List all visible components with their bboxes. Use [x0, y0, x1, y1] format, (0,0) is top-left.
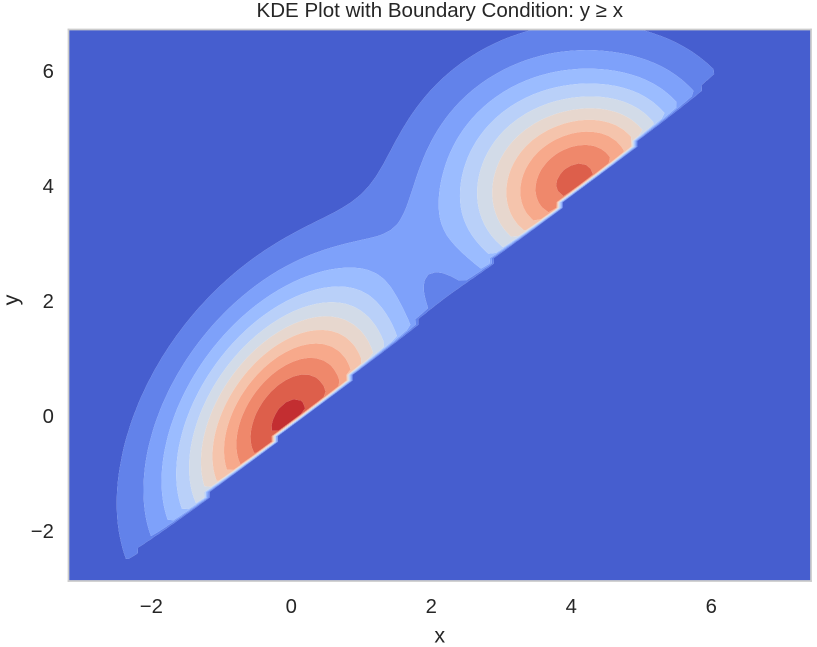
svg-text:6: 6 [43, 61, 54, 83]
svg-text:0: 0 [43, 406, 54, 428]
svg-text:y: y [0, 294, 23, 305]
svg-text:4: 4 [43, 176, 54, 198]
svg-text:2: 2 [43, 291, 54, 313]
svg-text:2: 2 [426, 596, 437, 618]
svg-text:−2: −2 [140, 596, 163, 618]
svg-text:4: 4 [566, 596, 577, 618]
svg-text:−2: −2 [31, 521, 54, 543]
svg-text:KDE Plot with Boundary Conditi: KDE Plot with Boundary Condition: y ≥ x [257, 0, 624, 22]
svg-text:0: 0 [286, 596, 297, 618]
svg-text:x: x [434, 624, 445, 647]
svg-text:6: 6 [706, 596, 717, 618]
